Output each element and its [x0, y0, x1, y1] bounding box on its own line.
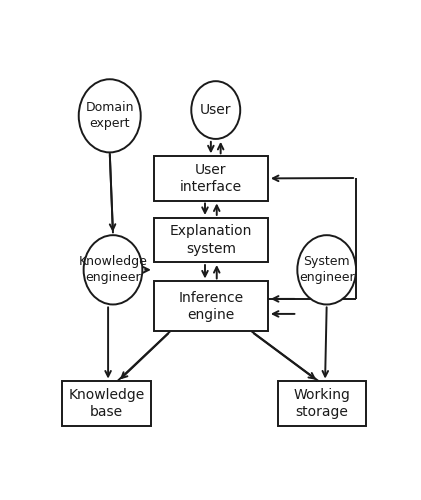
Bar — [154, 156, 268, 200]
Text: User: User — [200, 103, 232, 117]
Text: Domain
expert: Domain expert — [85, 102, 134, 130]
Text: User
interface: User interface — [180, 162, 242, 194]
Text: System
engineer: System engineer — [299, 256, 354, 284]
Text: Inference
engine: Inference engine — [179, 291, 243, 322]
Bar — [62, 382, 151, 426]
Bar — [154, 282, 268, 332]
Text: Knowledge
base: Knowledge base — [68, 388, 144, 420]
Circle shape — [297, 235, 356, 304]
Bar — [154, 218, 268, 262]
Text: Explanation
system: Explanation system — [170, 224, 252, 256]
Text: Working
storage: Working storage — [293, 388, 350, 420]
Circle shape — [84, 235, 142, 304]
Bar — [278, 382, 366, 426]
Circle shape — [191, 81, 240, 139]
Circle shape — [79, 79, 141, 152]
Text: Knowledge
engineer: Knowledge engineer — [79, 256, 147, 284]
